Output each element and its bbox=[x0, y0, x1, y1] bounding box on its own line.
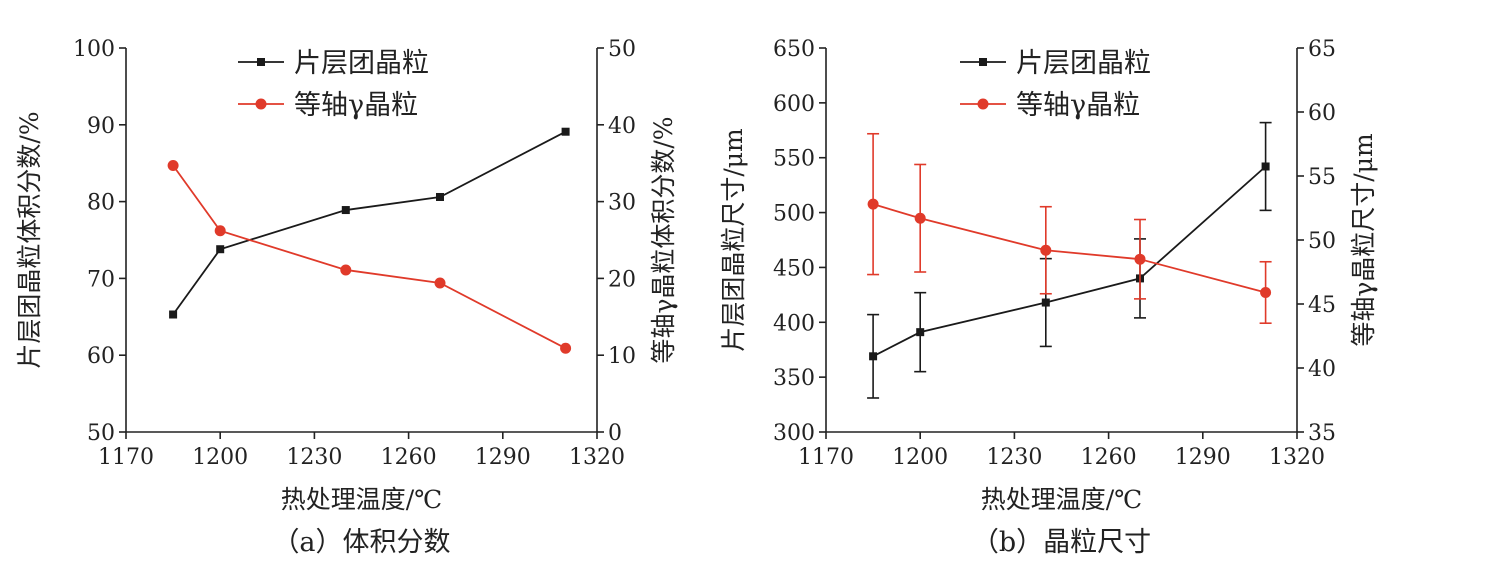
y-left-tick-label: 500 bbox=[773, 202, 815, 227]
x-tick-label: 1170 bbox=[798, 445, 854, 470]
y-right-tick-label: 10 bbox=[608, 344, 636, 369]
data-point bbox=[1041, 298, 1050, 307]
y-right-tick-label: 45 bbox=[1308, 293, 1336, 318]
y-left-tick-label: 100 bbox=[73, 37, 115, 62]
chart-panel-1: 1170 1200 1230 1260 1290 1320 300 350 400 450 500 5… bbox=[719, 37, 1378, 558]
y-right-tick-label: 0 bbox=[608, 421, 622, 446]
data-point bbox=[1134, 253, 1146, 265]
legend-item: 等轴γ晶粒 bbox=[238, 90, 418, 121]
data-point bbox=[867, 198, 879, 210]
y-axis-left-label: 片层团晶粒体积分数/% bbox=[15, 111, 44, 368]
series-line bbox=[872, 165, 1267, 358]
legend-label: 片层团晶粒 bbox=[1016, 48, 1151, 79]
panel-caption: （a）体积分数 bbox=[272, 527, 450, 558]
y-right-tick-label: 60 bbox=[1308, 101, 1336, 126]
x-tick-label: 1170 bbox=[98, 445, 154, 470]
legend-marker bbox=[255, 98, 267, 110]
series-line bbox=[172, 164, 567, 350]
legend-label: 片层团晶粒 bbox=[294, 48, 429, 79]
data-point bbox=[341, 206, 350, 215]
x-tick-label: 1200 bbox=[892, 445, 948, 470]
y-left-tick-label: 550 bbox=[773, 147, 815, 172]
x-tick-label: 1230 bbox=[286, 445, 342, 470]
series-lamellar bbox=[169, 127, 570, 319]
legend-marker bbox=[977, 98, 989, 110]
y-right-tick-label: 65 bbox=[1308, 37, 1336, 62]
x-tick-label: 1320 bbox=[1269, 445, 1325, 470]
data-point bbox=[561, 127, 570, 136]
series-equiaxed bbox=[867, 132, 1272, 325]
y-right-tick-label: 40 bbox=[608, 114, 636, 139]
y-left-tick-label: 400 bbox=[773, 311, 815, 336]
data-point bbox=[560, 342, 572, 354]
y-left-tick-label: 60 bbox=[87, 344, 115, 369]
chart-panel-0: 1170 1200 1230 1260 1290 1320 50 60 70 80 90 100 0 10… bbox=[15, 37, 678, 558]
data-point bbox=[436, 192, 444, 201]
x-tick-label: 1260 bbox=[1081, 445, 1137, 470]
data-point bbox=[340, 264, 352, 276]
y-right-tick-label: 50 bbox=[608, 37, 636, 62]
y-right-tick-label: 35 bbox=[1308, 421, 1336, 446]
legend-label: 等轴γ晶粒 bbox=[294, 90, 418, 121]
x-tick-label: 1290 bbox=[1175, 445, 1231, 470]
y-right-tick-label: 20 bbox=[608, 267, 636, 292]
x-axis-label: 热处理温度/℃ bbox=[981, 485, 1142, 514]
series-line bbox=[172, 130, 567, 316]
data-point bbox=[1261, 162, 1270, 171]
x-tick-label: 1290 bbox=[475, 445, 531, 470]
data-point bbox=[169, 310, 178, 319]
data-point bbox=[1040, 244, 1052, 256]
series-lamellar bbox=[867, 121, 1272, 399]
x-axis-label: 热处理温度/℃ bbox=[281, 485, 442, 514]
legend-label: 等轴γ晶粒 bbox=[1016, 90, 1140, 121]
y-left-tick-label: 80 bbox=[87, 191, 115, 216]
y-right-tick-label: 55 bbox=[1308, 165, 1336, 190]
x-tick-label: 1200 bbox=[192, 445, 248, 470]
panel-caption: （b）晶粒尺寸 bbox=[972, 527, 1151, 558]
data-point bbox=[434, 277, 446, 289]
y-left-tick-label: 450 bbox=[773, 256, 815, 281]
data-point bbox=[1260, 286, 1272, 298]
legend-item: 片层团晶粒 bbox=[238, 48, 429, 79]
legend-marker bbox=[979, 58, 987, 66]
series-equiaxed bbox=[167, 160, 572, 354]
y-left-tick-label: 90 bbox=[87, 114, 115, 139]
y-axis-right-label: 等轴γ晶粒尺寸/μm bbox=[1349, 133, 1378, 347]
data-point bbox=[214, 225, 226, 237]
y-left-tick-label: 650 bbox=[773, 37, 815, 62]
x-tick-label: 1230 bbox=[986, 445, 1042, 470]
data-point bbox=[916, 328, 925, 337]
y-left-tick-label: 70 bbox=[87, 267, 115, 292]
y-left-tick-label: 600 bbox=[773, 92, 815, 117]
y-left-tick-label: 50 bbox=[87, 421, 115, 446]
y-left-tick-label: 300 bbox=[773, 421, 815, 446]
data-point bbox=[216, 245, 225, 254]
legend-marker bbox=[257, 58, 265, 66]
y-right-tick-label: 30 bbox=[608, 191, 636, 216]
data-point bbox=[167, 160, 179, 172]
legend-item: 等轴γ晶粒 bbox=[960, 90, 1140, 121]
data-point bbox=[869, 352, 878, 361]
series-line bbox=[872, 203, 1266, 294]
x-tick-label: 1260 bbox=[381, 445, 437, 470]
legend-item: 片层团晶粒 bbox=[960, 48, 1151, 79]
y-axis-left-label: 片层团晶粒尺寸/μm bbox=[719, 128, 748, 352]
y-right-tick-label: 50 bbox=[1308, 229, 1336, 254]
y-axis-right-label: 等轴γ晶粒体积分数/% bbox=[649, 116, 678, 363]
y-left-tick-label: 350 bbox=[773, 366, 815, 391]
x-tick-label: 1320 bbox=[569, 445, 625, 470]
y-right-tick-label: 40 bbox=[1308, 357, 1336, 382]
data-point bbox=[914, 212, 926, 224]
